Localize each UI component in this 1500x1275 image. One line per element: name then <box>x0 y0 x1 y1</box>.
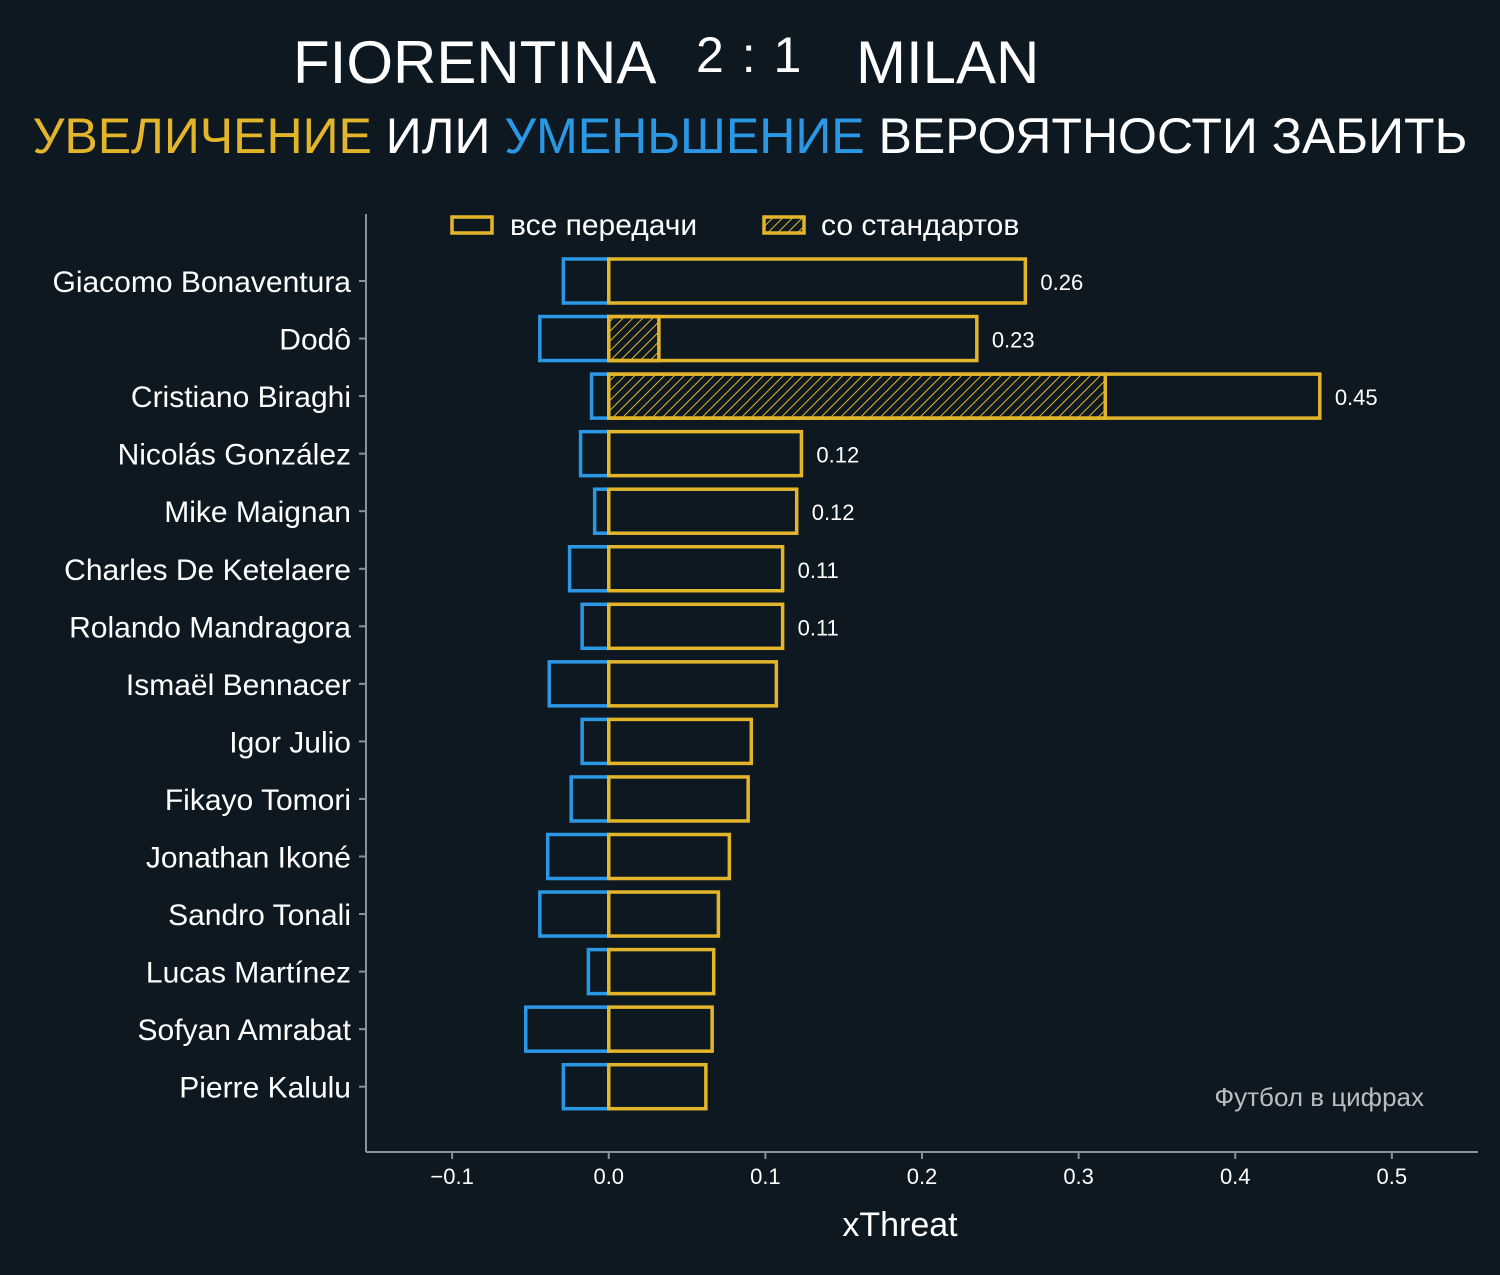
labels: Giacomo Bonaventura 0.26 Dodô 0.23 Cristiano… <box>52 266 1377 1105</box>
decrease-bar <box>538 314 611 363</box>
all-passes-bar <box>607 717 754 766</box>
match-score: 2 : 1 <box>696 27 804 83</box>
player-label: Lucas Martínez <box>146 957 351 990</box>
decrease-bar <box>569 775 611 823</box>
x-axis-title: xThreat <box>842 1206 958 1244</box>
watermark: Футбол в цифрах <box>1214 1082 1424 1112</box>
value-label: 0.11 <box>798 558 839 583</box>
player-label: Dodô <box>279 324 351 357</box>
player-label: Nicolás González <box>118 439 351 472</box>
all-passes-bar <box>607 660 779 708</box>
decrease-bar <box>538 890 611 938</box>
bars <box>524 257 1322 1111</box>
setpiece-bar <box>607 372 1107 420</box>
x-tick-label: 0.3 <box>1063 1164 1094 1189</box>
all-passes-bar <box>607 832 732 881</box>
value-label: 0.26 <box>1040 270 1083 295</box>
value-label: 0.11 <box>798 615 839 640</box>
player-label: Sofyan Amrabat <box>138 1014 352 1047</box>
decrease-bar <box>524 1005 611 1053</box>
all-passes-bar <box>607 890 721 938</box>
all-passes-bar <box>607 545 785 593</box>
player-label: Charles De Ketelaere <box>64 554 351 587</box>
x-tick-label: −0.1 <box>430 1164 473 1189</box>
legend-swatch-setpiece <box>762 215 806 235</box>
value-label: 0.45 <box>1335 385 1378 410</box>
axes: −0.1 0.0 0.1 0.2 0.3 0.4 0.5 <box>359 214 1478 1189</box>
all-passes-bar <box>607 947 716 996</box>
player-label: Giacomo Bonaventura <box>52 266 351 299</box>
all-passes-bar <box>607 487 799 535</box>
legend-swatch-all <box>450 215 494 235</box>
decrease-bar <box>586 947 611 996</box>
player-label: Mike Maignan <box>164 496 351 529</box>
decrease-bar <box>580 602 611 651</box>
decrease-bar <box>578 429 611 478</box>
all-passes-bar <box>607 372 1322 420</box>
away-team: MILAN <box>856 29 1040 96</box>
decrease-bar <box>561 257 611 305</box>
x-tick-label: 0.1 <box>750 1164 781 1189</box>
x-tick-label: 0.5 <box>1377 1164 1408 1189</box>
x-tick-label: 0.4 <box>1220 1164 1251 1189</box>
match-title: FIORENTINA 2 : 1 MILAN <box>0 27 1500 98</box>
player-label: Rolando Mandragora <box>69 611 351 644</box>
legend-label-setpiece: со стандартов <box>821 209 1019 242</box>
all-passes-bar <box>607 429 804 478</box>
legend: все передачи со стандартов <box>450 209 1019 242</box>
all-passes-bar <box>607 1005 714 1053</box>
player-label: Sandro Tonali <box>168 899 351 932</box>
x-tick-label: 0.2 <box>907 1164 938 1189</box>
x-tick-label: 0.0 <box>593 1164 624 1189</box>
value-label: 0.12 <box>812 500 855 525</box>
decrease-bar <box>580 717 611 766</box>
all-passes-bar <box>607 775 750 823</box>
all-passes-bar <box>607 314 979 363</box>
decrease-bar <box>567 545 611 593</box>
home-team: FIORENTINA <box>293 29 657 96</box>
decrease-bar <box>592 487 611 535</box>
setpiece-bar <box>607 314 661 363</box>
all-passes-bar <box>607 257 1028 305</box>
player-label: Ismaël Bennacer <box>126 669 351 702</box>
decrease-bar <box>545 832 611 881</box>
subtitle-decrease: УМЕНЬШЕНИЕ <box>504 108 865 164</box>
player-label: Pierre Kalulu <box>179 1072 351 1105</box>
player-label: Igor Julio <box>229 726 351 759</box>
decrease-bar <box>547 660 611 708</box>
subtitle-rest: ВЕРОЯТНОСТИ ЗАБИТЬ <box>878 108 1468 164</box>
chart-subtitle: УВЕЛИЧЕНИЕ ИЛИ УМЕНЬШЕНИЕ ВЕРОЯТНОСТИ ЗА… <box>0 106 1500 166</box>
subtitle-increase: УВЕЛИЧЕНИЕ <box>32 108 372 164</box>
decrease-bar <box>561 1062 611 1111</box>
all-passes-bar <box>607 602 785 651</box>
decrease-bar <box>589 372 611 420</box>
value-label: 0.12 <box>816 443 859 468</box>
player-label: Fikayo Tomori <box>165 784 351 817</box>
value-label: 0.23 <box>992 328 1035 353</box>
all-passes-bar <box>607 1062 708 1111</box>
subtitle-or: ИЛИ <box>385 108 491 164</box>
legend-label-all: все передачи <box>510 209 697 242</box>
player-label: Cristiano Biraghi <box>131 381 351 414</box>
player-label: Jonathan Ikoné <box>146 842 351 875</box>
